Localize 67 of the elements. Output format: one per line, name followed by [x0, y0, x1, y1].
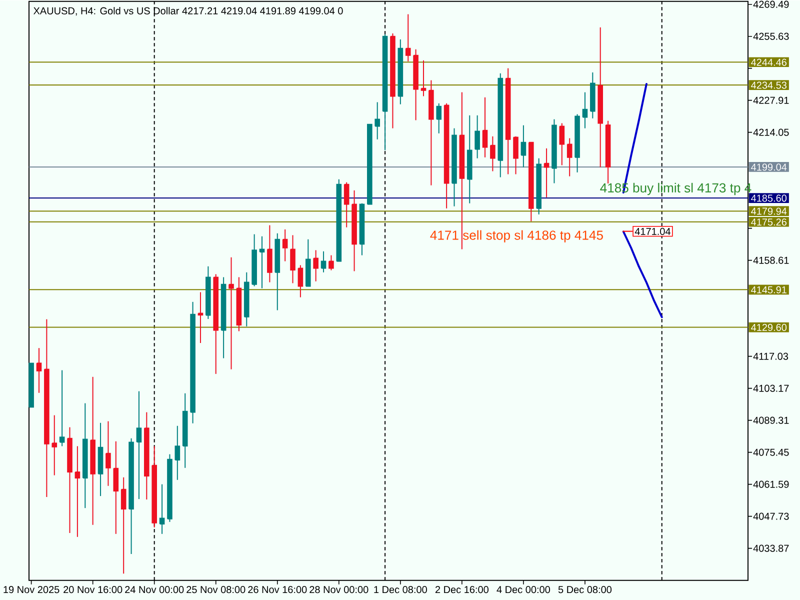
- x-tick-label: 1 Dec 08:00: [374, 586, 427, 593]
- candlestick: [136, 390, 142, 500]
- candlestick: [436, 102, 442, 134]
- y-tick-label: 4158.61: [753, 256, 789, 264]
- candlestick: [298, 264, 304, 298]
- ref-line-label: 4145.91: [751, 286, 786, 294]
- candlestick: [320, 250, 326, 273]
- annotation: 4171.04: [634, 228, 670, 235]
- candlestick: [420, 60, 426, 97]
- candlestick: [474, 114, 480, 159]
- ref-line-label: 4185.60: [751, 194, 787, 202]
- ref-line-label: 4175.26: [751, 218, 786, 226]
- candlestick: [259, 236, 265, 289]
- x-tick-label: 24 Nov 00:00: [125, 586, 184, 593]
- candlestick: [290, 234, 296, 284]
- y-tick-label: 4227.91: [753, 96, 789, 104]
- x-tick-label: 20 Nov 16:00: [64, 586, 122, 593]
- candlestick: [544, 148, 550, 198]
- candlestick: [120, 476, 126, 574]
- ref-line-label: 4199.04: [751, 163, 787, 171]
- candlestick: [559, 122, 565, 166]
- y-tick-label: 4255.63: [753, 32, 789, 40]
- ref-line-label: 4179.94: [751, 208, 787, 215]
- y-tick-label: 4061.59: [753, 480, 789, 488]
- candlestick: [482, 96, 488, 158]
- candlestick: [59, 370, 65, 447]
- y-tick-label: 4214.05: [753, 128, 789, 136]
- candlestick: [113, 440, 119, 534]
- candlestick: [582, 92, 588, 129]
- y-tick-label: 4269.49: [753, 0, 789, 8]
- y-tick-label: 4117.03: [753, 352, 788, 360]
- candlestick: [490, 136, 496, 172]
- candlestick: [313, 250, 318, 282]
- candlestick: [566, 138, 572, 177]
- x-tick-label: 4 Dec 00:00: [496, 586, 550, 593]
- candlestick: [174, 425, 180, 480]
- candlestick: [405, 14, 411, 62]
- candlestick: [328, 254, 334, 271]
- x-tick-label: 2 Dec 16:00: [435, 586, 488, 593]
- ref-line-label: 4244.46: [751, 58, 786, 66]
- text: XAUUSD, H4: Gold vs US Dollar 4217.21 4219.04 4191.89 4199.04 0: [34, 6, 343, 16]
- candlestick: [513, 136, 518, 175]
- candlestick: [52, 414, 58, 476]
- x-tick-label: 28 Nov 00:00: [310, 586, 368, 593]
- y-tick-label: 4103.17: [753, 384, 789, 392]
- y-tick-label: 4089.31: [753, 416, 789, 424]
- candlestick: [344, 182, 350, 228]
- x-tick-label: 19 Nov 2025: [4, 586, 60, 593]
- candlestick: [36, 347, 42, 394]
- candlestick: [159, 484, 165, 534]
- candlestick: [374, 102, 380, 140]
- x-tick-label: 26 Nov 16:00: [248, 586, 307, 593]
- y-tick-label: 4047.73: [753, 512, 789, 520]
- candlestick: [267, 224, 272, 283]
- ref-line-label: 4234.53: [751, 82, 786, 89]
- annotation: 4171 sell stop sl 4186 tp 4145: [430, 230, 603, 242]
- ref-line-label: 4129.60: [751, 324, 787, 331]
- candlestick: [106, 420, 111, 486]
- candlestick: [198, 292, 204, 344]
- x-tick-label: 5 Dec 08:00: [558, 586, 612, 593]
- candlestick: [74, 446, 80, 538]
- candlestick: [520, 124, 526, 168]
- y-tick-label: 4033.87: [753, 544, 789, 552]
- candlestick: [282, 228, 288, 262]
- x-tick-label: 25 Nov 08:00: [186, 586, 246, 593]
- y-tick-label: 4075.45: [753, 448, 789, 456]
- candlestick: [228, 256, 234, 370]
